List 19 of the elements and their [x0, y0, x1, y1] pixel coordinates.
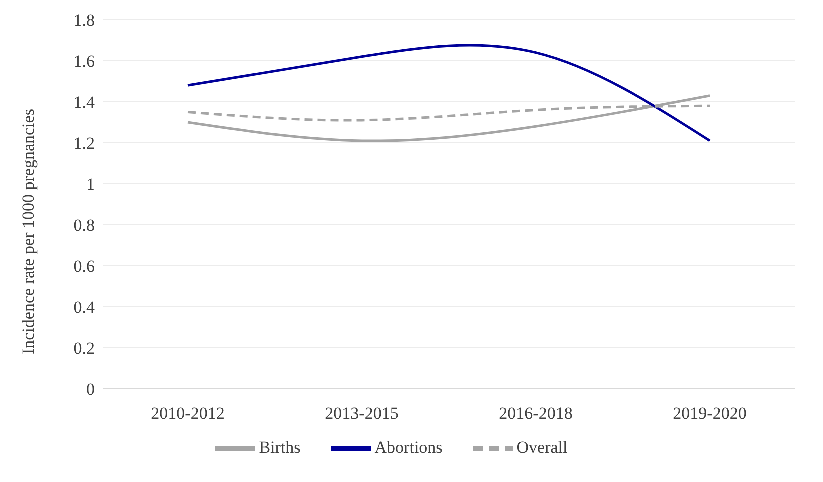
y-tick-label: 1.8 — [74, 11, 95, 30]
legend-label: Overall — [516, 438, 568, 457]
x-tick-label: 2010-2012 — [151, 404, 225, 424]
x-tick-label: 2019-2020 — [673, 404, 747, 424]
y-tick-label: 1.6 — [74, 52, 95, 72]
x-tick-label: 2016-2018 — [499, 404, 573, 424]
legend-label: Births — [259, 438, 301, 457]
y-axis-title: Incidence rate per 1000 pregnancies — [19, 109, 38, 354]
y-tick-label: 0.8 — [74, 216, 95, 236]
y-tick-label: 0 — [86, 380, 95, 400]
line-series — [186, 94, 712, 142]
y-tick-label: 0.4 — [74, 298, 96, 318]
y-tick-label: 1.4 — [74, 93, 96, 112]
x-tick-label: 2013-2015 — [325, 404, 399, 424]
legend-label: Abortions — [374, 438, 443, 457]
y-tick-label: 0.2 — [74, 339, 95, 358]
y-tick-label: 1.2 — [74, 134, 95, 154]
y-tick-label: 0.6 — [74, 257, 95, 276]
y-tick-label: 1 — [86, 175, 95, 194]
